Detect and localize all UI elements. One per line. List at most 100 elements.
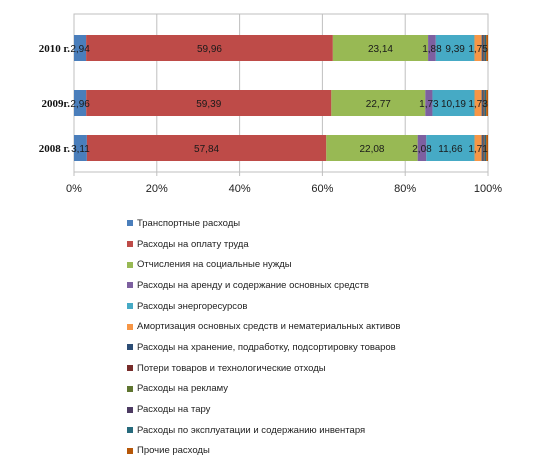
x-tick-label: 40% bbox=[229, 183, 251, 195]
legend-item: Амортизация основных средств и нематериа… bbox=[127, 316, 400, 337]
x-axis-ticks: 0% 20% 40% 60% 80% 100% bbox=[66, 183, 502, 195]
data-label: 1,75 bbox=[468, 44, 488, 55]
legend-label: Расходы на тару bbox=[137, 404, 211, 416]
legend-item: Расходы энергоресурсов bbox=[127, 296, 400, 317]
data-label: 1,71 bbox=[468, 144, 488, 155]
bar-segment bbox=[484, 135, 487, 161]
data-label: 11,66 bbox=[438, 144, 463, 155]
legend-item: Прочие расходы bbox=[127, 441, 400, 462]
bar-segments bbox=[74, 35, 488, 161]
bar-segment bbox=[481, 90, 483, 116]
legend-item: Транспортные расходы bbox=[127, 213, 400, 234]
bar-segment bbox=[331, 90, 426, 116]
data-label: 9,39 bbox=[445, 44, 465, 55]
bar-segment bbox=[484, 90, 487, 116]
legend-swatch bbox=[127, 344, 133, 351]
legend-item: Потери товаров и технологические отходы bbox=[127, 358, 400, 379]
bar-segment bbox=[86, 90, 332, 116]
bar-segment bbox=[74, 90, 87, 116]
data-label: 2,08 bbox=[412, 144, 432, 155]
data-label: 2,96 bbox=[70, 99, 90, 110]
bar-segment bbox=[486, 135, 488, 161]
legend-swatch bbox=[127, 365, 133, 372]
legend-label: Амортизация основных средств и нематериа… bbox=[137, 321, 401, 333]
data-label: 57,84 bbox=[194, 144, 219, 155]
bar-segment bbox=[482, 135, 484, 161]
legend-label: Расходы по эксплуатации и содержанию инв… bbox=[137, 424, 366, 436]
legend-item: Расходы на оплату труда bbox=[127, 234, 400, 255]
legend-item: Расходы по эксплуатации и содержанию инв… bbox=[127, 420, 400, 441]
bar-segment bbox=[474, 35, 482, 61]
bar-segment bbox=[428, 35, 436, 61]
x-tick-label: 60% bbox=[311, 183, 333, 195]
bar-segment bbox=[326, 135, 418, 161]
category-label: 2009г. bbox=[41, 98, 70, 110]
data-label: 22,08 bbox=[359, 144, 384, 155]
bar-segment bbox=[86, 135, 327, 161]
bar-segment bbox=[486, 90, 488, 116]
data-label: 1,88 bbox=[422, 44, 442, 55]
bar-segment bbox=[483, 90, 485, 116]
bar-segment bbox=[74, 35, 87, 61]
data-label: 1,73 bbox=[419, 99, 439, 110]
data-label: 1,73 bbox=[468, 99, 488, 110]
bar-segment bbox=[486, 35, 488, 61]
legend-swatch bbox=[127, 241, 133, 248]
bar-segment bbox=[432, 90, 475, 116]
bar-segment bbox=[474, 135, 482, 161]
legend-label: Транспортные расходы bbox=[137, 217, 241, 229]
legend-item: Расходы на тару bbox=[127, 399, 400, 420]
legend-swatch bbox=[127, 447, 133, 454]
x-tick-label: 80% bbox=[394, 183, 416, 195]
bar-segment bbox=[482, 90, 484, 116]
data-labels: 2,94 59,96 23,14 1,88 9,39 1,75 2,96 59,39 22,77… bbox=[70, 44, 488, 155]
bar-segment bbox=[435, 35, 475, 61]
legend-swatch bbox=[127, 282, 133, 289]
category-label: 2010 г. bbox=[39, 43, 71, 55]
x-tick-label: 100% bbox=[474, 183, 502, 195]
data-label: 10,19 bbox=[441, 99, 466, 110]
bar-segment bbox=[417, 135, 427, 161]
data-label: 59,39 bbox=[196, 99, 221, 110]
legend-label: Расходы на оплату труда bbox=[137, 238, 249, 250]
data-label: 3,11 bbox=[71, 144, 90, 155]
legend-swatch bbox=[127, 323, 133, 330]
x-tick-label: 0% bbox=[66, 183, 82, 195]
legend-label: Прочие расходы bbox=[137, 445, 210, 457]
legend-item: Расходы на рекламу bbox=[127, 379, 400, 400]
data-label: 22,77 bbox=[366, 99, 391, 110]
bar-segment bbox=[426, 135, 475, 161]
legend-swatch bbox=[127, 385, 133, 392]
bar-segment bbox=[484, 35, 485, 61]
data-label: 59,96 bbox=[197, 44, 222, 55]
bar-segment bbox=[332, 35, 429, 61]
data-label: 2,94 bbox=[70, 44, 90, 55]
legend-swatch bbox=[127, 220, 133, 227]
bar-segment bbox=[74, 135, 87, 161]
legend-label: Расходы энергоресурсов bbox=[137, 300, 248, 312]
bar-segment bbox=[484, 135, 485, 161]
bar-segment bbox=[483, 135, 485, 161]
legend-label: Отчисления на социальные нужды bbox=[137, 259, 292, 271]
category-labels: 2010 г. 2009г. 2008 г. bbox=[39, 43, 71, 155]
bar-segment bbox=[474, 90, 482, 116]
bar-segment bbox=[481, 35, 483, 61]
category-label: 2008 г. bbox=[39, 143, 71, 155]
bar-segment bbox=[425, 90, 433, 116]
bar-segment bbox=[483, 35, 485, 61]
legend: Транспортные расходы Расходы на оплату тр… bbox=[127, 213, 400, 461]
legend-swatch bbox=[127, 406, 133, 413]
bar-segment bbox=[482, 35, 484, 61]
legend-label: Расходы на аренду и содержание основных … bbox=[137, 279, 369, 291]
x-tick-label: 20% bbox=[146, 183, 168, 195]
data-label: 23,14 bbox=[368, 44, 393, 55]
legend-label: Потери товаров и технологические отходы bbox=[137, 362, 326, 374]
legend-swatch bbox=[127, 427, 133, 434]
legend-item: Отчисления на социальные нужды bbox=[127, 254, 400, 275]
legend-swatch bbox=[127, 261, 133, 268]
bar-segment bbox=[484, 35, 487, 61]
legend-label: Расходы на хранение, подработку, подсорт… bbox=[137, 341, 396, 353]
legend-item: Расходы на хранение, подработку, подсорт… bbox=[127, 337, 400, 358]
legend-swatch bbox=[127, 303, 133, 310]
